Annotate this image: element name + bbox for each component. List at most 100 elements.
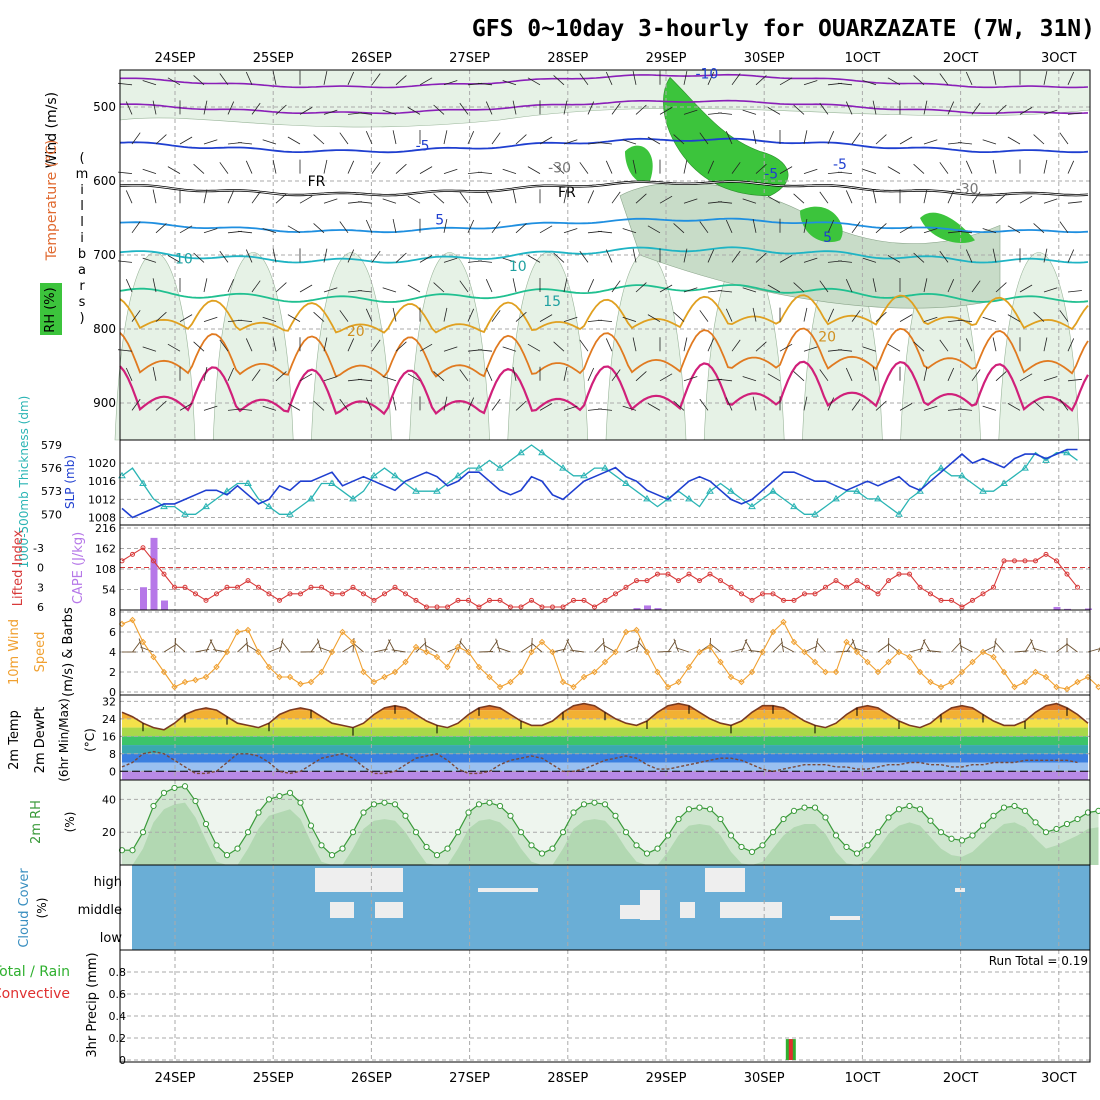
lifted-tick-label: 6 [37,601,44,614]
wind-speed-marker [675,678,682,686]
wind-barb [443,219,448,233]
wind-barb [323,337,328,352]
minmax-axis-label: (6hr Min/Max) [57,698,71,782]
lifted-index-marker [1033,558,1038,564]
wind-barb [647,314,661,322]
wind-barb [563,316,578,322]
wind-speed-marker [1000,668,1008,676]
lifted-index-marker [161,571,167,577]
wind-barb [1059,310,1069,322]
wind-barb [939,250,949,263]
precip-tick-label: 0.6 [109,988,127,1001]
rh2m-marker [412,829,420,836]
wind-barb [899,314,913,322]
wind-speed-marker [528,648,535,656]
rh2m-marker [769,829,777,836]
wind-barb [875,223,887,234]
wind-barb [167,77,181,86]
wind-barb [699,221,709,234]
thickness-marker [475,464,483,471]
wind-barb [971,191,981,204]
lifted-index-marker [539,604,545,610]
thickness-marker [370,471,378,479]
wind-barb [923,189,928,204]
wind-barb [142,80,157,86]
lifted-index-marker [812,591,818,597]
wind-barb [478,651,494,653]
wind-barb [862,168,877,174]
wind-barb [1007,225,1021,234]
wind-barb [939,162,949,174]
wind-barb [587,367,595,381]
wind-barb [803,168,818,174]
rh2m-marker [864,842,871,849]
wind-barb [992,337,997,352]
wind-barb [502,80,517,86]
wind-barb [827,219,835,233]
wind-barb [467,308,475,322]
wind-barb [419,343,433,352]
wind-barb [632,159,637,174]
wind-barb [673,134,685,145]
wind-barb [971,102,981,115]
lifted-index-marker [487,597,492,603]
wind-speed-marker [1074,678,1081,686]
slp-tick-label: 1012 [88,493,116,506]
wind-barb [913,252,925,263]
wind-speed-marker [297,680,304,688]
wind-barb [922,639,931,653]
wind-barb [339,132,349,145]
wind-barb [299,195,313,204]
wind-barb [407,373,421,382]
rh2m-marker [234,845,241,852]
wind-barb [803,307,808,322]
lifted-index-marker [602,597,608,603]
thickness-marker [286,510,294,517]
wind-barb [313,134,325,145]
wind-barb [1019,373,1033,382]
date-label-top: 30SEP [744,51,785,66]
lifted-index-marker [329,591,335,597]
temp2m-axis-label: 2m Temp [7,710,22,770]
cloud-block [640,890,660,920]
wind-speed-marker [853,648,861,656]
wind-speed-marker [885,658,892,666]
rh2m-marker [255,809,262,816]
wind-barb [323,159,328,174]
wind-barb [382,287,397,293]
wind-barb [725,131,733,145]
wind-barb [219,162,229,174]
rh2m-marker [402,812,409,819]
wind-speed-marker [937,683,945,691]
wind-speed-marker [706,643,714,651]
rh2m-marker [538,850,546,857]
wind-speed-marker [811,658,819,666]
date-label-bottom: 26SEP [351,1071,392,1086]
wind-barb [913,75,925,86]
wind-barb [512,189,517,204]
cape-tick-label: 216 [95,522,116,535]
thickness-marker [496,464,504,471]
rh2m-marker [223,852,231,859]
wind-barb [982,316,997,322]
thickness-marker [832,494,840,502]
lifted-index-marker [245,578,251,584]
rh2m-marker [244,829,252,836]
contour-label: -30 [956,181,979,197]
lifted-index-marker [823,584,828,590]
rh2m-marker [276,793,283,800]
lifted-index-marker [224,584,230,590]
thickness-marker [790,502,798,510]
temp-band [122,703,1088,711]
wind-barb [433,282,445,293]
contour-label: 10 [175,252,193,268]
wind-barb [392,130,397,145]
wind-barb [502,168,517,174]
wind-barb [299,107,313,115]
wind-barb [779,77,793,86]
date-label-bottom: 24SEP [155,1071,196,1086]
date-label-bottom: 30SEP [744,1071,785,1086]
wind-barb [803,346,818,352]
temperature-axis-label: Temperature (°C) [44,140,60,262]
